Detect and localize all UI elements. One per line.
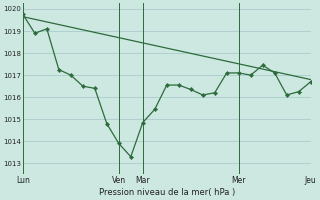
X-axis label: Pression niveau de la mer( hPa ): Pression niveau de la mer( hPa ) <box>99 188 235 197</box>
